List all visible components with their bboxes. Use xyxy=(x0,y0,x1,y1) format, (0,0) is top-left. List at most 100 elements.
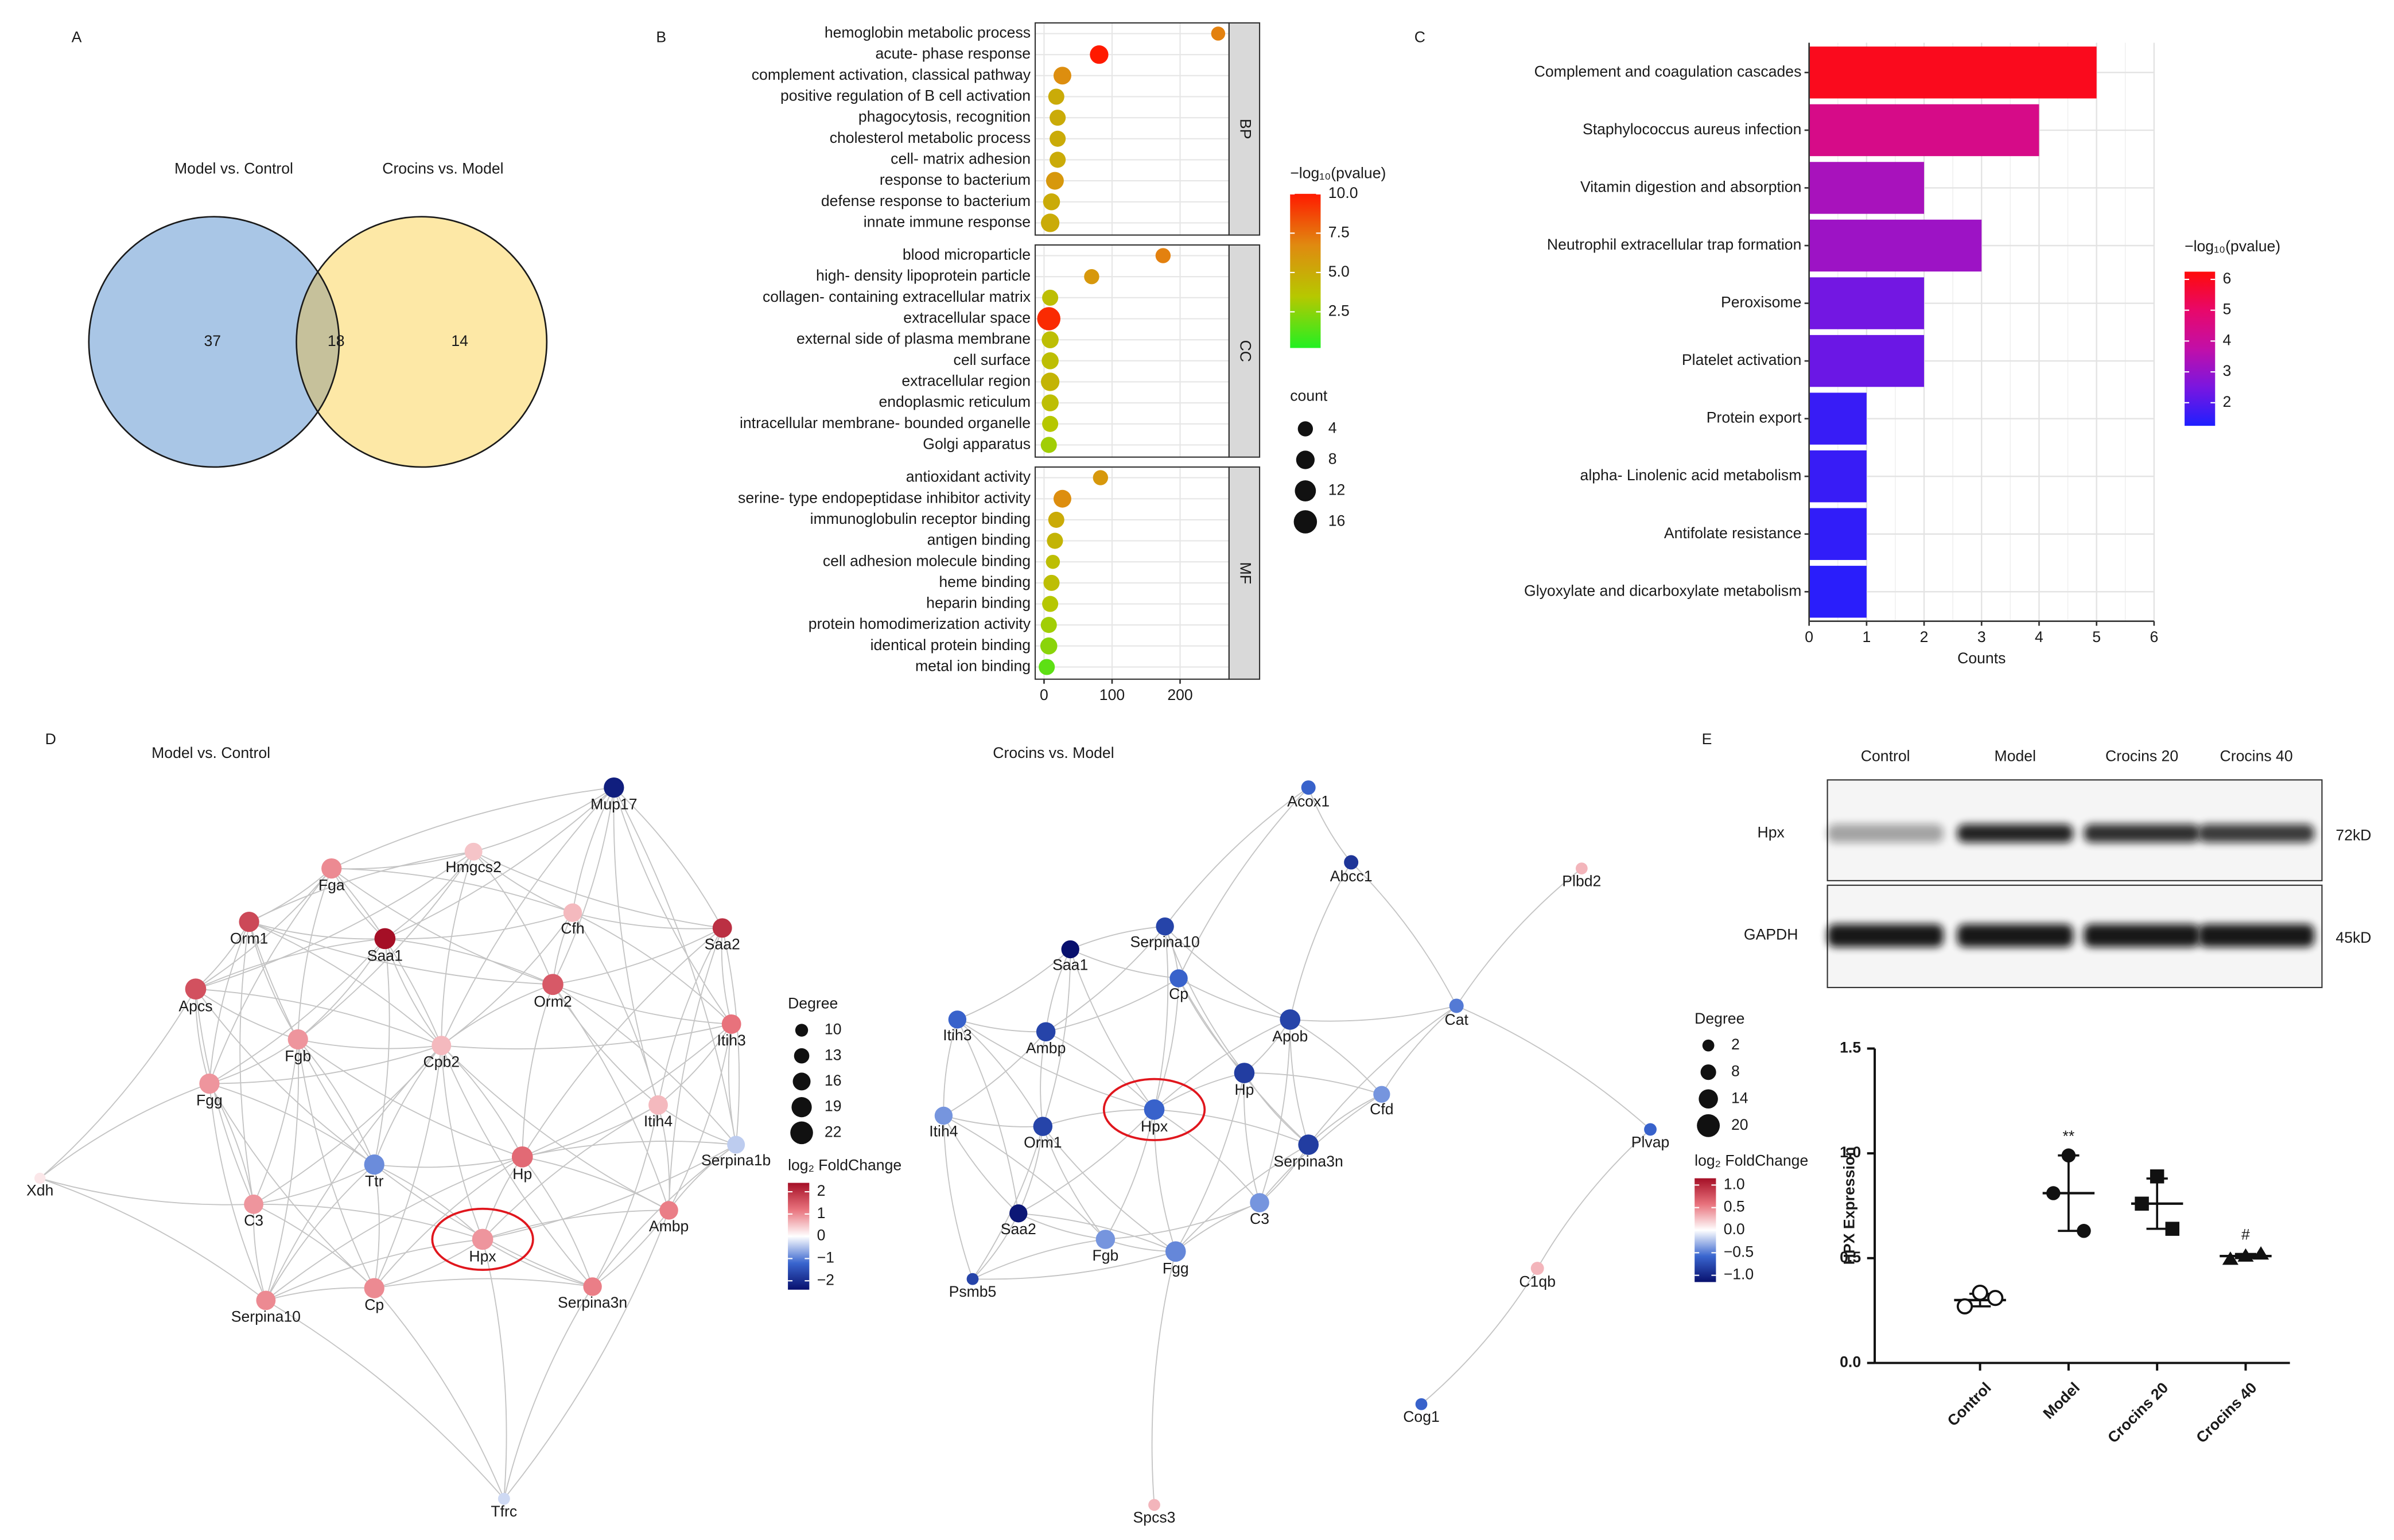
edge xyxy=(265,1156,523,1301)
node xyxy=(1575,862,1588,874)
panel-bg xyxy=(1035,244,1229,457)
panel-letter: C xyxy=(1414,29,1425,46)
node-label: Plvap xyxy=(1631,1134,1670,1151)
lane-label: Crocins 40 xyxy=(2220,747,2293,764)
node-label: Hpx xyxy=(1141,1118,1168,1135)
edge xyxy=(297,851,474,1040)
dot xyxy=(1037,307,1061,330)
node xyxy=(659,1201,678,1220)
venn-outline xyxy=(88,216,340,468)
colorbar-title: −log₁₀(pvalue) xyxy=(2185,238,2280,255)
node xyxy=(1148,1499,1160,1511)
edge xyxy=(613,787,723,928)
edge xyxy=(265,1045,442,1301)
bar xyxy=(1809,335,1925,387)
node xyxy=(563,903,582,922)
size-legend-label: 22 xyxy=(825,1123,842,1140)
panel-letter: A xyxy=(72,29,82,46)
size-legend-dot xyxy=(1297,421,1313,437)
node xyxy=(1530,1262,1544,1275)
dot xyxy=(1050,110,1066,126)
panel-letter: E xyxy=(1702,730,1712,748)
category-label: cell- matrix adhesion xyxy=(891,150,1031,167)
colorbar-label: 1 xyxy=(817,1204,826,1222)
category-label: blood microparticle xyxy=(903,246,1031,263)
node xyxy=(542,974,563,995)
edge xyxy=(503,1286,593,1499)
colorbar-label: 7.5 xyxy=(1328,223,1350,240)
x-tick-label: 4 xyxy=(2035,628,2043,645)
node-label: Serpina3n xyxy=(1274,1153,1343,1170)
edge xyxy=(1018,1109,1155,1214)
venn-set xyxy=(296,216,547,467)
colorbar-label: 3 xyxy=(2223,362,2232,379)
node xyxy=(511,1146,533,1168)
colorbar-label: 0.5 xyxy=(1724,1198,1745,1215)
edge xyxy=(972,1126,1044,1280)
edge xyxy=(441,1023,732,1049)
network-title: Crocins vs. Model xyxy=(993,744,1114,761)
row-label: GAPDH xyxy=(1744,926,1798,943)
band xyxy=(1827,824,1944,843)
edge xyxy=(209,921,250,1084)
node xyxy=(464,842,483,861)
edge xyxy=(482,1144,737,1240)
node-label: Serpina10 xyxy=(231,1308,301,1325)
edge xyxy=(1421,1268,1538,1405)
colorbar-label: 0 xyxy=(817,1227,826,1244)
edge xyxy=(572,912,659,1106)
edge xyxy=(384,938,442,1046)
edge xyxy=(482,1239,507,1499)
edge xyxy=(1153,978,1180,1110)
node xyxy=(1144,1099,1165,1120)
edge xyxy=(374,1045,442,1289)
edge xyxy=(374,1164,380,1289)
edge xyxy=(1042,949,1071,1127)
category-label: cholesterol metabolic process xyxy=(830,129,1031,146)
edge xyxy=(265,1300,505,1499)
node-label: Tfrc xyxy=(491,1503,517,1520)
dot xyxy=(1042,596,1059,612)
edge xyxy=(195,989,210,1084)
colorbar-label: 2.5 xyxy=(1328,302,1350,319)
node xyxy=(1644,1123,1657,1136)
dot xyxy=(1050,151,1066,168)
edge xyxy=(957,1019,1155,1110)
category-label: complement activation, classical pathway xyxy=(752,66,1031,83)
node xyxy=(374,928,396,950)
dot xyxy=(1041,331,1059,348)
edge xyxy=(1164,787,1309,927)
point xyxy=(2150,1169,2164,1184)
edge xyxy=(248,921,553,985)
node-label: Ttr xyxy=(365,1173,384,1190)
x-tick-label: 0 xyxy=(1040,686,1048,703)
edge xyxy=(1046,1031,1155,1110)
edge xyxy=(40,1177,266,1301)
x-tick-label: 5 xyxy=(2092,628,2101,645)
colorbar-title: −log₁₀(pvalue) xyxy=(1290,164,1386,181)
node-label: Itih4 xyxy=(644,1113,673,1130)
dot xyxy=(1211,26,1226,41)
category-label: Staphylococcus aureus infection xyxy=(1583,120,1801,138)
category-label: acute- phase response xyxy=(875,45,1031,62)
bar xyxy=(1809,219,1982,272)
node-label: Abcc1 xyxy=(1330,868,1373,885)
size-legend-dot xyxy=(1293,510,1318,534)
edge xyxy=(298,1039,442,1049)
edge xyxy=(266,1287,375,1301)
node xyxy=(966,1273,979,1285)
node-label: Spcs3 xyxy=(1133,1509,1176,1526)
node-label: Cp xyxy=(364,1296,384,1313)
edge xyxy=(1290,1005,1457,1022)
edge xyxy=(1308,1005,1457,1145)
category-label: alpha- Linolenic acid metabolism xyxy=(1580,466,1802,484)
panel-letter: B xyxy=(656,29,666,46)
node-label: Fgb xyxy=(285,1047,311,1064)
bar xyxy=(1809,162,1925,214)
node-label: Fgg xyxy=(1163,1259,1189,1277)
edge xyxy=(209,938,386,1084)
edge xyxy=(1017,1126,1044,1214)
size-legend-label: 16 xyxy=(825,1072,842,1089)
band xyxy=(2198,824,2315,843)
